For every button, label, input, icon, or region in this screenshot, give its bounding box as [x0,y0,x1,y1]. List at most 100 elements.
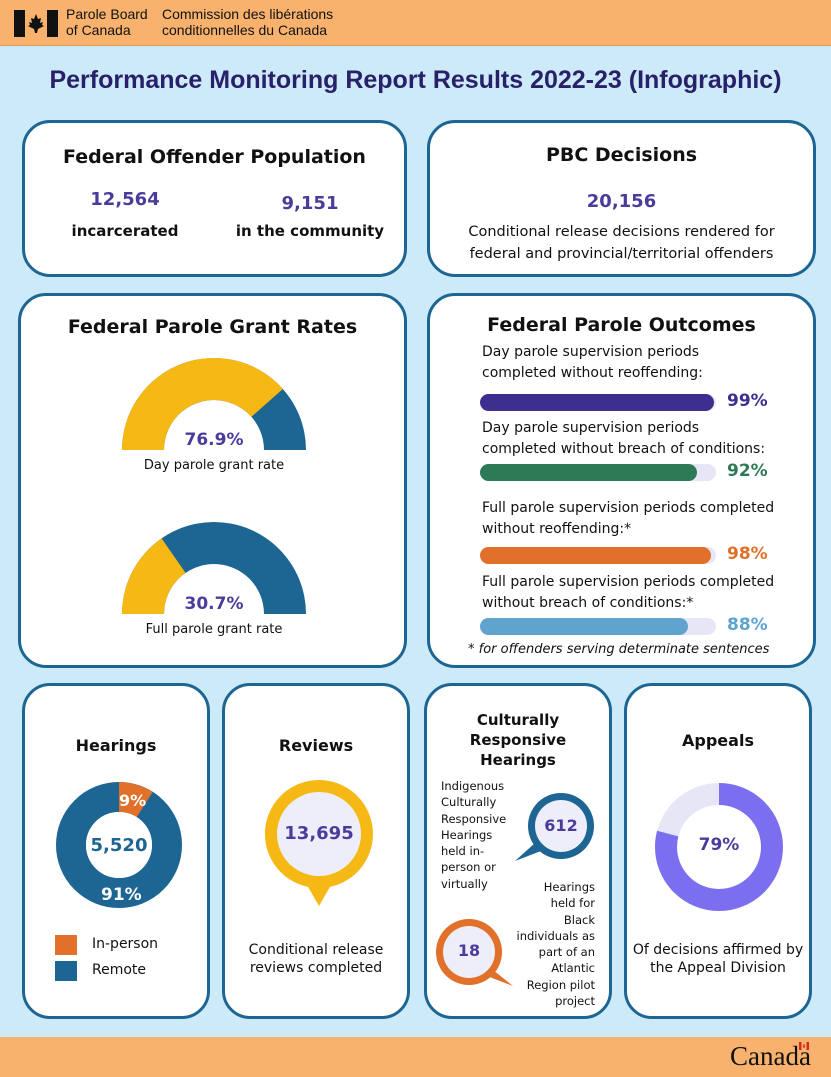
outcome-3-line1: Full parole supervision periods complete… [482,500,775,516]
culturally-title-line1: Culturally [476,711,560,729]
canada-flag-icon [14,10,58,37]
day-parole-gauge [122,358,306,450]
indigenous-desc: Indigenous Culturally Responsive Hearing… [441,778,506,892]
outcome-4-bar-fill [480,618,688,635]
outcome-1-bar [480,394,716,411]
footer-bar: Canada [0,1037,831,1077]
indigenous-line: Responsive [441,811,507,826]
remote-percent: 91% [101,885,142,905]
day-parole-value: 76.9% [184,430,244,450]
inperson-percent: 9% [119,791,147,810]
grant-rates-title: Federal Parole Grant Rates [67,316,358,338]
outcome-2-bar-fill [480,464,698,481]
outcome-2-bar [480,464,716,481]
full-parole-gauge [122,522,306,614]
reviews-pin-icon [264,780,373,906]
black-pilot-pin-icon [436,919,513,986]
outcomes-title: Federal Parole Outcomes [487,314,756,336]
full-parole-value: 30.7% [184,594,244,614]
decisions-value: 20,156 [586,191,657,212]
culturally-title: Culturally Responsive Hearings [427,710,609,770]
reviews-card: Reviews 13,695 Conditional release revie… [222,683,410,1019]
outcomes-card: Federal Parole Outcomes Day parole super… [427,293,816,668]
black-pilot-value: 18 [457,941,481,960]
hearings-donut [56,782,182,908]
appeals-card: Appeals 79% Of decisions affirmed by the… [624,683,812,1019]
full-parole-label: Full parole grant rate [145,622,283,637]
legend-remote-label: Remote [92,962,147,978]
appeals-donut-fill [655,783,783,911]
outcome-4-text: Full parole supervision periods complete… [482,572,774,614]
culturally-title-line3: Hearings [480,751,556,769]
black-line: project [555,994,595,1009]
appeals-desc-line2: the Appeal Division [650,960,786,976]
wordmark-flag-icon [799,1042,809,1050]
black-line: held for [550,896,595,911]
outcome-2-percent: 92% [727,461,768,481]
hearings-total: 5,520 [90,835,148,856]
org-name-french: Commission des libérations conditionnell… [162,6,333,38]
outcome-4-line1: Full parole supervision periods complete… [482,574,775,590]
hearings-title: Hearings [75,736,157,755]
org-en-line2: of Canada [66,22,131,38]
community-value: 9,151 [281,193,339,214]
hearings-card: Hearings 5,520 9% 91% In-person Remote [22,683,210,1019]
reviews-title: Reviews [278,736,354,755]
black-line: Hearings [543,880,595,894]
canada-wordmark: Canada [730,1041,811,1071]
reviews-value: 13,695 [284,823,354,844]
black-line: individuals as [516,928,596,943]
legend-inperson-label: In-person [92,936,159,952]
day-gauge-fill [122,358,283,450]
outcome-3-text: Full parole supervision periods complete… [482,498,774,540]
decisions-desc-line2: federal and provincial/territorial offen… [469,246,774,262]
outcome-1-text: Day parole supervision periods completed… [482,342,703,384]
hearings-donut-hole [86,812,152,878]
black-line: Region pilot [526,977,595,992]
reviews-desc-line2: reviews completed [249,960,383,976]
outcome-1-bar-fill [480,394,714,411]
org-en-line1: Parole Board [66,6,148,22]
reviews-desc: Conditional release reviews completed [225,941,407,977]
outcome-1-line2: completed without reoffending: [482,365,703,381]
appeals-desc-line1: Of decisions affirmed by [632,942,804,958]
appeals-title: Appeals [682,731,754,750]
outcome-3-percent: 98% [727,544,768,564]
indigenous-line: Hearings [441,827,493,842]
indigenous-pin-icon [515,793,594,861]
outcome-4-percent: 88% [727,615,768,635]
header-bar: Parole Board of Canada Commission des li… [0,0,831,46]
incarcerated-value: 12,564 [90,189,160,210]
inperson-segment [56,782,182,908]
outcome-3-line2: without reoffending:* [482,521,632,537]
incarcerated-label: incarcerated [71,222,179,240]
org-fr-line1: Commission des libérations [162,6,334,22]
legend-remote-swatch [55,961,77,981]
indigenous-line: Indigenous [441,779,505,793]
outcome-3-bar-fill [480,547,712,564]
full-gauge-fill [122,538,186,614]
outcome-1-percent: 99% [727,391,768,411]
population-card: Federal Offender Population 12,564 incar… [22,120,407,277]
black-line: Atlantic [551,961,595,976]
culturally-card: Culturally Responsive Hearings Indigenou… [424,683,612,1019]
indigenous-line: person or [441,860,496,875]
decisions-desc-line1: Conditional release decisions rendered f… [468,224,775,240]
culturally-title-line2: Responsive [469,731,567,749]
indigenous-line: held in- [441,844,485,859]
indigenous-value: 612 [544,816,578,835]
black-desc: Hearings held for Black individuals as p… [517,879,596,1009]
decisions-card: PBC Decisions 20,156 Conditional release… [427,120,816,277]
outcome-2-text: Day parole supervision periods completed… [482,418,765,460]
appeals-donut [655,783,783,911]
outcomes-footnote: * for offenders serving determinate sent… [468,642,770,657]
appeals-value: 79% [698,835,740,855]
black-line: part of an [538,945,595,960]
outcome-3-bar [480,547,716,564]
black-line: Black [563,912,595,927]
outcome-1-line1: Day parole supervision periods [482,344,700,360]
day-parole-label: Day parole grant rate [143,458,285,473]
outcome-2-line2: completed without breach of conditions: [482,441,766,457]
community-label: in the community [235,222,385,240]
outcome-4-line2: without breach of conditions:* [482,595,694,611]
